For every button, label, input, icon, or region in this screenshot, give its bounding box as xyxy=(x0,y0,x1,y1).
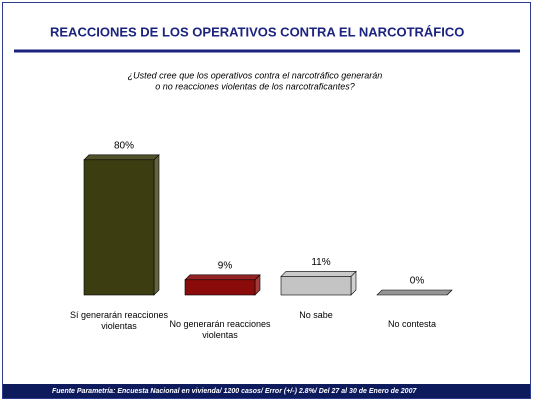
bar-top xyxy=(280,271,357,277)
footer: Fuente Parametría: Encuesta Nacional en … xyxy=(52,388,417,395)
bar xyxy=(83,159,155,296)
footer-band xyxy=(3,384,530,398)
bar-top xyxy=(184,274,261,281)
value-label: 9% xyxy=(218,260,233,271)
value-label: 11% xyxy=(311,257,330,268)
value-label: 80% xyxy=(114,140,134,151)
bar-top xyxy=(83,154,160,161)
bar xyxy=(184,279,256,296)
x-tick-label: No contesta xyxy=(387,319,437,329)
subtitle: ¿Usted cree que los operativos contra el… xyxy=(128,70,383,80)
chart-title: REACCIONES DE LOS OPERATIVOS CONTRA EL N… xyxy=(50,24,464,39)
bar xyxy=(280,276,352,296)
subtitle: o no reacciones violentas de los narcotr… xyxy=(155,81,355,91)
x-tick-label: No sabe xyxy=(299,310,333,320)
bar-side xyxy=(153,154,160,296)
value-label: 0% xyxy=(410,276,425,287)
x-tick-label: No generarán reacciones violentas xyxy=(169,319,271,340)
x-tick-label: Sí generarán reacciones violentas xyxy=(69,310,169,331)
bar-top xyxy=(376,289,453,296)
